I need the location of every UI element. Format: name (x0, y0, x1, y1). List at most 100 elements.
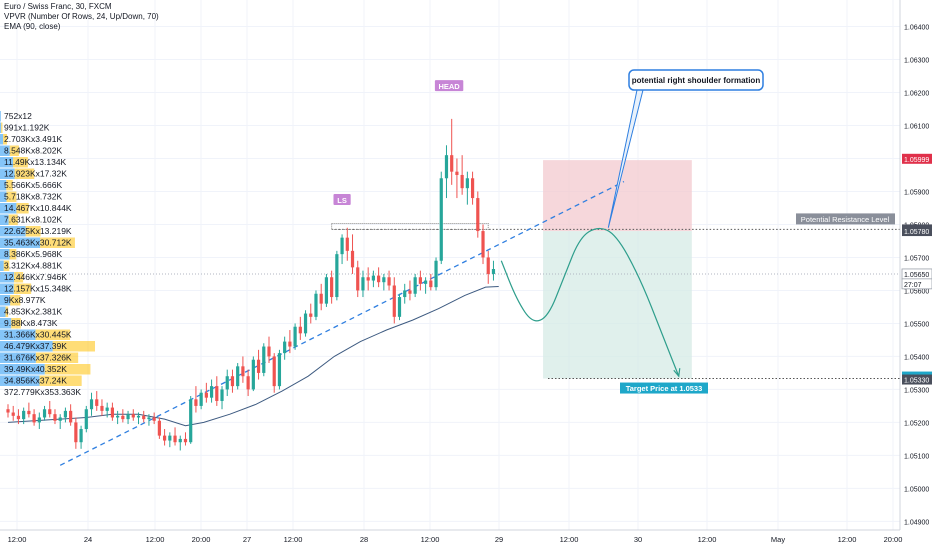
candle-body[interactable] (471, 178, 474, 198)
candle-body[interactable] (487, 257, 490, 273)
candle-body[interactable] (69, 411, 72, 423)
candle-body[interactable] (419, 277, 422, 284)
ema-indicator-label[interactable]: EMA (90, close) (4, 22, 159, 32)
candle-body[interactable] (434, 261, 437, 287)
candle-body[interactable] (278, 353, 281, 386)
symbol-title[interactable]: Euro / Swiss Franc, 30, FXCM (4, 2, 159, 12)
candle-body[interactable] (330, 277, 333, 297)
candle-body[interactable] (335, 254, 338, 297)
candle-body[interactable] (367, 277, 370, 280)
candle-body[interactable] (111, 408, 114, 418)
candle-body[interactable] (377, 276, 380, 283)
candle-body[interactable] (100, 406, 103, 411)
candle-body[interactable] (153, 417, 156, 420)
candle-body[interactable] (184, 439, 187, 442)
candle-body[interactable] (200, 393, 203, 406)
candle-body[interactable] (215, 386, 218, 401)
candle-body[interactable] (461, 175, 464, 188)
candle-body[interactable] (17, 416, 20, 419)
candle-body[interactable] (220, 389, 223, 401)
candle-body[interactable] (424, 281, 427, 284)
candle-body[interactable] (445, 155, 448, 178)
candle-body[interactable] (158, 421, 161, 436)
candle-body[interactable] (455, 172, 458, 175)
candle-body[interactable] (189, 399, 192, 442)
candle-body[interactable] (414, 277, 417, 293)
candle-body[interactable] (440, 178, 443, 260)
candle-body[interactable] (205, 393, 208, 398)
candle-body[interactable] (257, 360, 260, 373)
candle-body[interactable] (340, 238, 343, 254)
candle-body[interactable] (252, 360, 255, 390)
candle-body[interactable] (283, 342, 286, 354)
candle-body[interactable] (147, 417, 150, 419)
candle-body[interactable] (429, 281, 432, 288)
candle-body[interactable] (168, 436, 171, 441)
candle-body[interactable] (398, 297, 401, 317)
candle-body[interactable] (231, 376, 234, 386)
candle-body[interactable] (116, 416, 119, 418)
candle-body[interactable] (450, 155, 453, 171)
candle-body[interactable] (137, 416, 140, 418)
candle-body[interactable] (236, 366, 239, 386)
candle-body[interactable] (79, 429, 82, 442)
candle-body[interactable] (163, 436, 166, 441)
candle-body[interactable] (90, 399, 93, 409)
candle-body[interactable] (361, 277, 364, 290)
candle-body[interactable] (85, 409, 88, 429)
take-profit-zone[interactable] (543, 231, 692, 378)
candle-body[interactable] (309, 314, 312, 317)
candle-body[interactable] (387, 277, 390, 285)
candle-body[interactable] (247, 376, 250, 389)
candle-body[interactable] (33, 414, 36, 422)
candle-body[interactable] (346, 238, 349, 251)
candle-body[interactable] (273, 356, 276, 386)
time-axis[interactable] (0, 530, 900, 550)
candle-body[interactable] (106, 408, 109, 411)
candle-body[interactable] (314, 294, 317, 317)
candle-body[interactable] (179, 439, 182, 442)
candle-body[interactable] (382, 277, 385, 282)
candle-body[interactable] (267, 347, 270, 357)
candle-body[interactable] (320, 294, 323, 304)
candle-body[interactable] (12, 413, 15, 416)
candle-body[interactable] (492, 269, 495, 274)
stop-loss-zone[interactable] (543, 160, 692, 231)
candle-body[interactable] (262, 347, 265, 373)
candle-body[interactable] (356, 267, 359, 290)
candle-body[interactable] (393, 285, 396, 316)
candle-body[interactable] (173, 436, 176, 443)
candle-body[interactable] (403, 290, 406, 297)
candle-body[interactable] (481, 231, 484, 257)
candle-body[interactable] (38, 417, 41, 422)
candle-body[interactable] (372, 276, 375, 281)
vpvr-indicator-label[interactable]: VPVR (Number Of Rows, 24, Up/Down, 70) (4, 12, 159, 22)
candle-body[interactable] (226, 376, 229, 389)
candle-body[interactable] (142, 416, 145, 419)
candle-body[interactable] (294, 327, 297, 347)
candle-body[interactable] (194, 399, 197, 406)
candle-body[interactable] (466, 178, 469, 188)
candle-body[interactable] (132, 414, 135, 417)
candle-body[interactable] (48, 409, 51, 414)
candle-body[interactable] (74, 422, 77, 442)
candle-body[interactable] (210, 386, 213, 398)
candle-body[interactable] (64, 411, 67, 418)
candle-body[interactable] (6, 409, 9, 412)
candle-body[interactable] (304, 314, 307, 334)
candle-body[interactable] (27, 411, 30, 414)
candle-body[interactable] (22, 411, 25, 419)
candle-body[interactable] (53, 414, 56, 421)
candle-body[interactable] (476, 198, 479, 231)
candle-body[interactable] (299, 327, 302, 334)
candle-body[interactable] (241, 366, 244, 376)
candle-body[interactable] (59, 417, 62, 420)
candle-body[interactable] (408, 290, 411, 293)
candle-body[interactable] (288, 342, 291, 347)
candle-body[interactable] (43, 409, 46, 417)
candle-body[interactable] (121, 416, 124, 419)
candle-body[interactable] (325, 277, 328, 303)
candle-body[interactable] (351, 251, 354, 267)
